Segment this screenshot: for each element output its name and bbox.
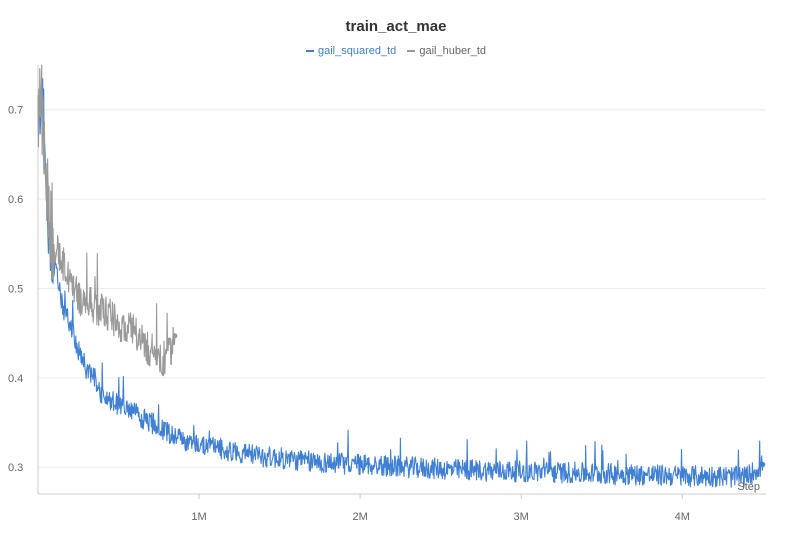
legend-swatch: [305, 50, 314, 52]
series-line-gail-squared-td: [37, 78, 764, 488]
series-layer: [37, 64, 766, 488]
y-tick-label: 0.5: [8, 283, 23, 295]
chart-legend: gail_squared_td gail_huber_td: [0, 43, 792, 57]
x-axis-label: Step: [737, 481, 760, 493]
series-line-gail-huber-td: [37, 64, 176, 377]
y-tick-label: 0.7: [8, 105, 23, 117]
x-tick-label: 2M: [352, 511, 367, 523]
x-tick-label: 1M: [191, 511, 206, 523]
legend-item-gail-squared-td[interactable]: gail_squared_td: [305, 45, 397, 57]
y-tick-label: 0.3: [8, 462, 23, 474]
x-tick-label: 3M: [514, 511, 529, 523]
series-endpoint-gail-huber-td: [172, 333, 178, 339]
legend-label: gail_squared_td: [317, 45, 397, 57]
legend-swatch: [407, 50, 416, 52]
y-tick-label: 0.4: [8, 373, 23, 385]
y-tick-label: 0.6: [8, 194, 23, 206]
axis-layer: 0.3 0.4 0.5 0.6 0.7 1M 2M 3M 4M: [8, 65, 766, 523]
series-endpoint-gail-squared-td: [760, 462, 766, 468]
legend-label: gail_huber_td: [419, 45, 487, 57]
x-tick-label: 4M: [675, 511, 690, 523]
chart-title: train_act_mae: [345, 18, 447, 35]
legend-item-gail-huber-td[interactable]: gail_huber_td: [407, 45, 486, 57]
